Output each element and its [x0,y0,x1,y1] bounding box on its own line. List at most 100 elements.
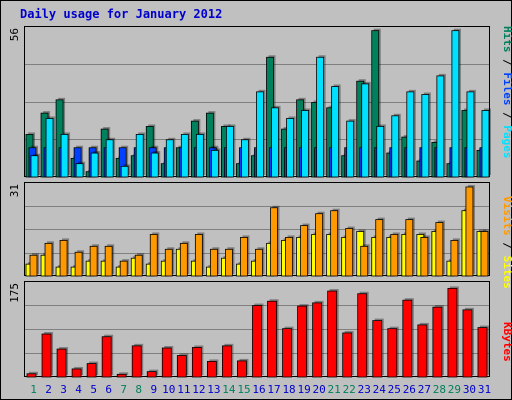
x-label-day-12: 12 [192,383,205,396]
pages-bar-day-2 [45,118,54,178]
pages-bar-day-9 [150,152,159,178]
visits-bar-day-4 [74,251,83,277]
x-label-day-7: 7 [120,383,127,396]
visits-bar-day-28 [435,222,444,277]
panel-1-ymax-label: 56 [8,28,21,41]
kbytes-bar-day-16 [252,305,262,378]
legend-middle-item: Sites [501,256,512,289]
x-label-day-9: 9 [150,383,157,396]
x-label-day-29: 29 [448,383,461,396]
pages-bar-day-31 [481,110,490,178]
x-label-day-21: 21 [328,383,341,396]
legend-top: Hits / Files / Pages [501,26,512,159]
visits-bar-day-21 [330,210,339,277]
x-label-day-23: 23 [358,383,371,396]
x-label-day-24: 24 [373,383,387,396]
kbytes-bar-day-30 [462,309,473,378]
pages-bar-day-11 [180,134,189,178]
visits-bar-day-30 [465,186,474,277]
kbytes-bar-day-10 [161,347,172,378]
x-label-day-2: 2 [45,383,52,396]
legend-top-item: Hits [501,26,512,53]
kbytes-bar-day-8 [131,345,142,378]
panel-2-ymax-label: 31 [8,184,21,197]
kbytes-bar-day-6 [101,336,112,378]
kbytes-bar-day-29 [447,287,458,378]
x-label-day-22: 22 [343,383,356,396]
pages-bar-day-14 [226,126,234,178]
x-label-day-6: 6 [105,383,112,396]
x-label-day-28: 28 [433,383,446,396]
panel-3-ymax-label: 175 [8,283,21,303]
visits-bar-day-9 [149,234,158,277]
pages-bar-day-21 [331,86,340,178]
legend-middle: Visits / Sites [501,196,512,289]
pages-bar-day-12 [195,134,204,178]
x-label-day-25: 25 [388,383,401,396]
kbytes-bar-day-19 [297,305,307,378]
kbytes-bar-day-5 [86,363,97,378]
legend-top-item: Pages [501,125,512,158]
visits-bar-day-23 [360,245,369,277]
pages-bar-day-5 [90,152,99,178]
kbytes-bar-day-28 [432,306,443,378]
pages-bar-day-29 [451,30,460,178]
pages-bar-day-16 [256,91,264,178]
pages-bar-day-26 [406,91,415,178]
visits-bar-day-16 [255,248,263,277]
kbytes-bar-day-2 [41,333,52,378]
x-label-day-11: 11 [177,383,190,396]
kbytes-bar-day-18 [282,328,292,378]
kbytes-bar-day-24 [372,320,383,378]
x-label-day-27: 27 [418,383,431,396]
legend-top-item: Files [501,72,512,105]
visits-bar-day-26 [405,219,414,277]
pages-bar-day-8 [135,134,144,178]
pages-bar-day-15 [241,139,249,178]
pages-bar-day-24 [376,126,385,178]
pages-bar-day-3 [60,134,69,178]
visits-bar-day-2 [44,242,53,277]
x-label-day-15: 15 [237,383,250,396]
visits-bar-day-24 [375,219,384,277]
x-label-day-4: 4 [75,383,82,396]
kbytes-bar-day-7 [116,373,127,378]
legend-top-item: / [501,106,512,126]
visits-bar-day-6 [104,245,113,277]
pages-bar-day-27 [421,94,430,178]
visits-bar-day-3 [59,239,68,277]
x-label-day-31: 31 [478,383,491,396]
visits-bar-day-7 [119,260,128,277]
kbytes-bar-day-17 [267,300,277,378]
pages-bar-day-22 [346,120,355,178]
x-label-day-5: 5 [90,383,97,396]
kbytes-bar-day-11 [176,355,187,378]
legend-middle-item: / [501,236,512,256]
pages-bar-day-1 [30,155,39,178]
kbytes-bar-day-20 [312,302,323,378]
x-label-day-1: 1 [30,383,37,396]
pages-bar-day-7 [120,165,129,178]
kbytes-bar-day-22 [342,332,353,378]
kbytes-bar-day-7-shadow [119,372,129,375]
x-label-day-19: 19 [297,383,310,396]
x-label-day-14: 14 [222,383,236,396]
visits-bar-day-25 [390,234,399,277]
kbytes-bar-day-23 [357,293,368,378]
visits-bar-day-27 [420,237,429,277]
x-label-day-18: 18 [282,383,295,396]
pages-bar-day-4 [75,163,84,178]
kbytes-bar-day-3 [56,348,67,378]
kbytes-bar-day-27 [417,324,428,378]
x-label-day-10: 10 [162,383,175,396]
x-label-day-3: 3 [60,383,67,396]
visits-bar-day-18 [285,237,293,277]
pages-bar-day-30 [466,91,475,178]
visits-bar-day-14 [225,248,233,277]
x-label-day-17: 17 [267,383,280,396]
visits-bar-day-15 [240,237,248,277]
kbytes-bar-day-4 [71,368,82,378]
visits-bar-day-13 [209,248,218,277]
x-label-day-30: 30 [463,383,476,396]
